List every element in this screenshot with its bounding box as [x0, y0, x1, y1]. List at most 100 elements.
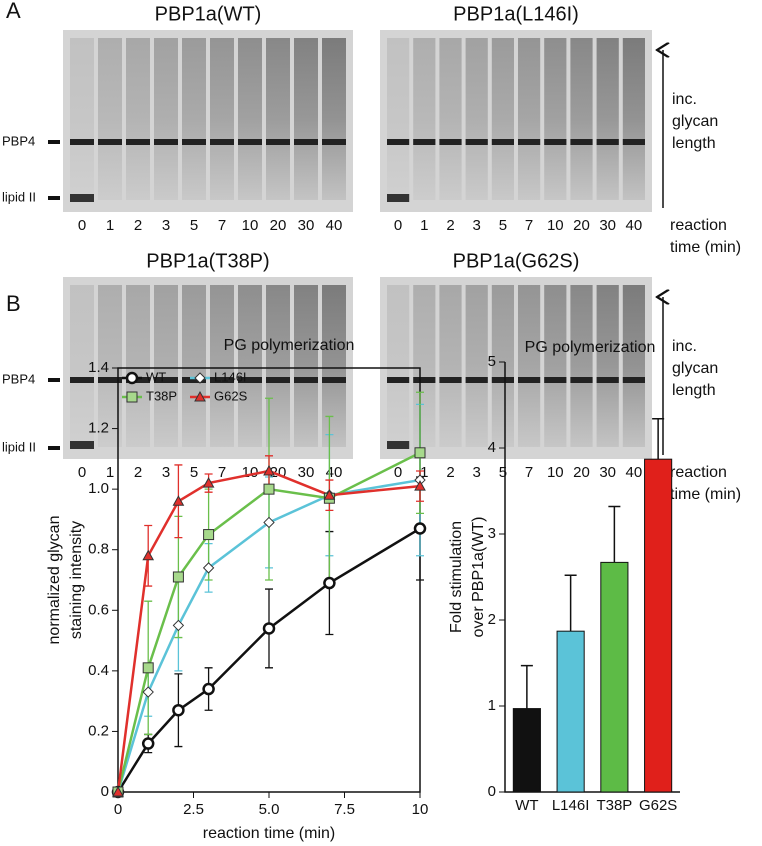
- lane-label: 30: [599, 464, 616, 481]
- axis-label: time (min): [670, 239, 741, 256]
- chart-title: PG polymerization: [224, 337, 355, 354]
- marker-label: lipid II: [2, 439, 36, 454]
- lane-label: 2: [134, 217, 142, 234]
- gel-lane: [266, 38, 290, 200]
- gel-band: [491, 139, 514, 145]
- gel-lane: [622, 285, 645, 447]
- gel-lane: [544, 285, 567, 447]
- marker: [323, 576, 336, 590]
- marker: [172, 495, 185, 506]
- gel-title: PBP1a(WT): [155, 3, 262, 25]
- gel-band: [126, 139, 150, 145]
- gel-lane: [294, 285, 318, 447]
- gel-band: [322, 377, 346, 383]
- marker: [172, 619, 185, 632]
- gel-band: [622, 377, 645, 383]
- y-tick-label: 1.2: [88, 420, 109, 437]
- x-tick-label: WT: [515, 797, 538, 814]
- marker: [125, 371, 139, 385]
- gel-band: [210, 139, 234, 145]
- gel-lane: [154, 285, 178, 447]
- lane-label: 3: [473, 464, 481, 481]
- marker: [263, 516, 275, 529]
- lane-label: 10: [547, 464, 564, 481]
- gel-lane: [622, 38, 645, 200]
- legend-label: L146I: [214, 369, 247, 384]
- lane-label: 40: [626, 464, 643, 481]
- lane-label: 5: [499, 464, 507, 481]
- gel-band: [154, 139, 178, 145]
- gel-band: [518, 139, 541, 145]
- bar: [512, 708, 541, 793]
- gel-band: [238, 139, 262, 145]
- lane-label: 40: [326, 217, 343, 234]
- marker-label: lipid II: [2, 189, 36, 204]
- y-axis-label: staining intensity: [68, 521, 85, 639]
- error-bar: [652, 418, 665, 460]
- gel-lane: [570, 38, 593, 200]
- lane-label: 3: [162, 217, 170, 234]
- lane-label: 20: [270, 217, 287, 234]
- gel-lane: [518, 285, 541, 447]
- gel-lane: [439, 285, 462, 447]
- axis-label: reaction: [670, 217, 727, 234]
- y-tick-label: 2: [488, 611, 496, 628]
- x-tick-label: 5.0: [259, 801, 280, 818]
- lane-label: 1: [420, 464, 428, 481]
- gel-band: [622, 139, 645, 145]
- gel-lane: [126, 38, 150, 200]
- x-tick-label: G62S: [639, 797, 677, 814]
- marker-tick: [48, 378, 60, 382]
- x-axis-label: reaction time (min): [203, 825, 335, 842]
- gel-band: [70, 441, 94, 449]
- marker-label: PBP4: [2, 133, 35, 148]
- y-tick-label: 3: [488, 525, 496, 542]
- marker: [126, 391, 138, 403]
- gel-lane: [413, 38, 436, 200]
- gel-band: [596, 139, 619, 145]
- x-tick-label: 10: [412, 801, 429, 818]
- gel-band: [238, 377, 262, 383]
- arrow-label: length: [672, 382, 716, 399]
- chart-title: PG polymerization: [525, 339, 656, 356]
- gel-lane: [322, 38, 346, 200]
- gel-lane: [439, 38, 462, 200]
- gel-band: [154, 377, 178, 383]
- x-tick-label: 0: [114, 801, 122, 818]
- gel-band: [570, 139, 593, 145]
- y-tick-label: 0.4: [88, 662, 109, 679]
- gel-lane: [465, 285, 488, 447]
- marker: [142, 662, 154, 674]
- marker: [142, 686, 154, 698]
- lane-label: 20: [573, 464, 590, 481]
- lane-label: 30: [298, 217, 315, 234]
- gel-lane: [154, 38, 178, 200]
- lane-label: 2: [446, 217, 454, 234]
- y-tick-label: 0.2: [88, 722, 109, 739]
- y-tick-label: 0: [101, 783, 109, 800]
- lane-label: 2: [134, 464, 142, 481]
- marker: [414, 447, 426, 459]
- lane-label: 30: [599, 217, 616, 234]
- gel-band: [182, 139, 206, 145]
- gel-band: [182, 377, 206, 383]
- gel-lane: [596, 285, 619, 447]
- marker: [194, 390, 206, 402]
- marker-tick: [48, 140, 60, 144]
- lane-label: 1: [106, 217, 114, 234]
- lane-label: 20: [573, 217, 590, 234]
- gel-band: [266, 377, 290, 383]
- gel-lane: [491, 38, 514, 200]
- gel-band: [322, 139, 346, 145]
- gel-lane: [182, 285, 206, 447]
- lane-label: 7: [218, 217, 226, 234]
- lane-label: 0: [394, 464, 402, 481]
- y-tick-label: 1.0: [88, 480, 109, 497]
- gel-band: [294, 377, 318, 383]
- gel-band: [70, 377, 94, 383]
- y-tick-label: 5: [488, 353, 496, 370]
- x-tick-label: 2.5: [183, 801, 204, 818]
- gel-band: [544, 377, 567, 383]
